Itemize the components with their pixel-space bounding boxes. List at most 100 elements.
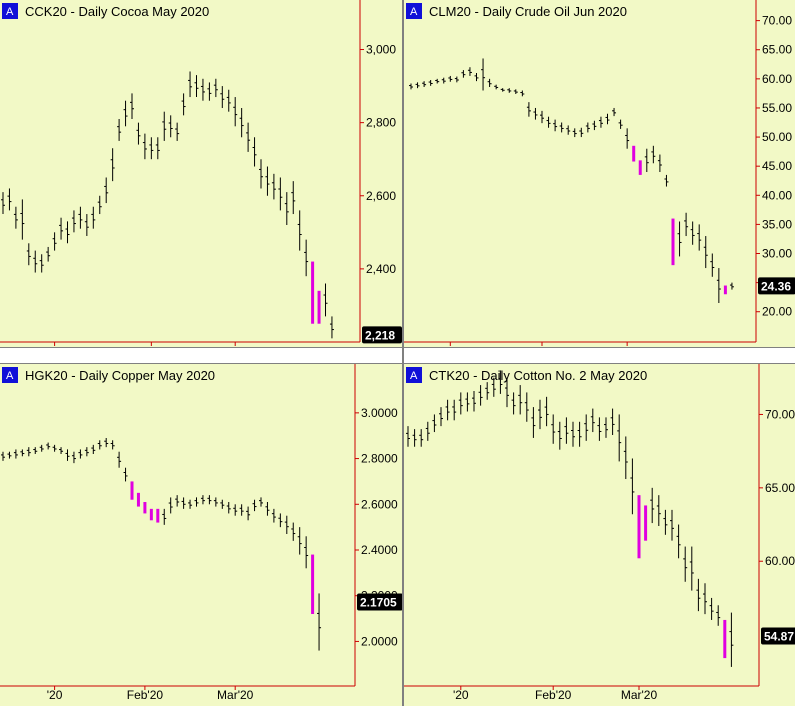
price-bar bbox=[441, 77, 446, 84]
price-bar bbox=[644, 148, 649, 172]
x-tick-label: Feb'20 bbox=[127, 688, 164, 702]
price-bar bbox=[252, 137, 257, 167]
price-bar bbox=[684, 212, 689, 237]
price-bar bbox=[571, 421, 575, 447]
price-bar bbox=[551, 414, 556, 444]
price-bar bbox=[1, 451, 5, 461]
y-tick-label: 65.00 bbox=[762, 43, 792, 57]
price-bar bbox=[544, 396, 549, 427]
price-bar bbox=[670, 509, 674, 541]
price-bar bbox=[540, 110, 544, 124]
price-bar bbox=[579, 127, 584, 138]
price-bar bbox=[162, 111, 167, 141]
price-bar bbox=[200, 78, 205, 101]
price-bar bbox=[20, 449, 25, 457]
price-bar bbox=[625, 128, 630, 149]
price-bar bbox=[677, 221, 682, 257]
price-bar bbox=[162, 508, 167, 525]
price-bar bbox=[130, 93, 134, 119]
price-bar bbox=[605, 113, 610, 125]
price-bar bbox=[168, 115, 173, 138]
price-bar bbox=[676, 524, 681, 559]
a-badge-label: A bbox=[410, 6, 418, 18]
price-bar bbox=[226, 502, 231, 514]
price-bar bbox=[709, 597, 714, 620]
price-bar bbox=[651, 145, 656, 164]
price-bar-highlight bbox=[638, 160, 642, 175]
price-bar bbox=[425, 421, 430, 441]
price-bar bbox=[239, 108, 244, 138]
price-bar bbox=[656, 495, 661, 526]
y-tick-label: 30.00 bbox=[762, 247, 792, 261]
a-badge-icon[interactable] bbox=[406, 367, 422, 383]
chart-svg-cotton: 60.00 65.00 70.00 '20 Feb'20 Mar'20 54.87 A CTK2… bbox=[404, 364, 795, 702]
price-bar bbox=[71, 451, 76, 464]
price-bar bbox=[644, 505, 648, 541]
price-bar bbox=[657, 154, 662, 172]
price-bar bbox=[194, 75, 199, 98]
price-bar bbox=[671, 218, 675, 266]
price-bar bbox=[213, 78, 218, 98]
price-bar bbox=[597, 417, 602, 441]
price-bar bbox=[175, 495, 180, 507]
x-tick-label: Mar'20 bbox=[621, 688, 658, 702]
price-bar bbox=[491, 377, 496, 397]
price-bar bbox=[155, 137, 160, 160]
price-bar-highlight bbox=[143, 502, 147, 514]
price-bar bbox=[487, 78, 492, 87]
a-badge-icon[interactable] bbox=[406, 3, 422, 19]
last-value-label: 54.87 bbox=[764, 630, 794, 644]
price-bar bbox=[26, 243, 31, 266]
price-bar-highlight bbox=[130, 481, 134, 500]
price-bar bbox=[329, 316, 334, 339]
price-bar bbox=[71, 210, 76, 233]
price-bar bbox=[618, 119, 623, 129]
price-bar bbox=[572, 128, 577, 138]
y-tick-label: 55.00 bbox=[762, 101, 792, 115]
a-badge-icon[interactable] bbox=[2, 3, 18, 19]
price-bar bbox=[246, 122, 251, 152]
price-bar bbox=[637, 495, 641, 559]
y-tick-label: 2.0000 bbox=[361, 634, 398, 648]
price-bar bbox=[84, 447, 89, 457]
price-bar bbox=[188, 71, 193, 98]
y-tick-label: 2,600 bbox=[366, 189, 396, 203]
y-tick-label: 60.00 bbox=[762, 72, 792, 86]
price-bar bbox=[481, 58, 486, 91]
chart-svg-crude-oil: 20.0025.0030.0035.0040.0045.0050.0055.00… bbox=[404, 0, 795, 346]
a-badge-label: A bbox=[410, 370, 418, 382]
price-bar bbox=[472, 390, 476, 412]
a-badge-icon[interactable] bbox=[2, 367, 18, 383]
price-bar bbox=[117, 451, 122, 468]
price-bar bbox=[557, 421, 562, 450]
price-bar bbox=[511, 392, 516, 415]
price-bar bbox=[454, 76, 459, 83]
price-bar bbox=[1, 192, 5, 215]
price-bar bbox=[78, 449, 83, 459]
price-bar bbox=[526, 102, 531, 117]
price-bar bbox=[448, 75, 453, 82]
price-bar bbox=[467, 67, 472, 76]
chart-panel-cotton: 60.00 65.00 70.00 '20 Feb'20 Mar'20 54.87 A CTK2… bbox=[404, 364, 795, 706]
price-bar bbox=[110, 148, 115, 182]
price-bar bbox=[638, 160, 642, 175]
price-bar bbox=[84, 214, 89, 236]
price-bar bbox=[65, 449, 70, 461]
price-bar bbox=[142, 133, 147, 160]
price-bar-highlight bbox=[637, 495, 641, 559]
price-bar bbox=[181, 497, 186, 509]
price-bar bbox=[409, 83, 413, 90]
price-bar bbox=[59, 447, 64, 454]
price-bar bbox=[323, 283, 328, 317]
price-bar bbox=[26, 447, 31, 457]
price-bar bbox=[716, 605, 721, 626]
price-bar bbox=[181, 93, 186, 116]
a-badge-label: A bbox=[6, 6, 14, 18]
price-bar bbox=[520, 90, 525, 97]
price-bar bbox=[623, 436, 628, 480]
price-bar bbox=[117, 118, 122, 141]
price-bar bbox=[485, 382, 490, 400]
last-value-box bbox=[761, 627, 795, 645]
price-bar bbox=[168, 497, 173, 514]
chart-panel-cocoa: 2,4002,6002,8003,000'20Feb'20Mar'202,218… bbox=[0, 0, 402, 347]
